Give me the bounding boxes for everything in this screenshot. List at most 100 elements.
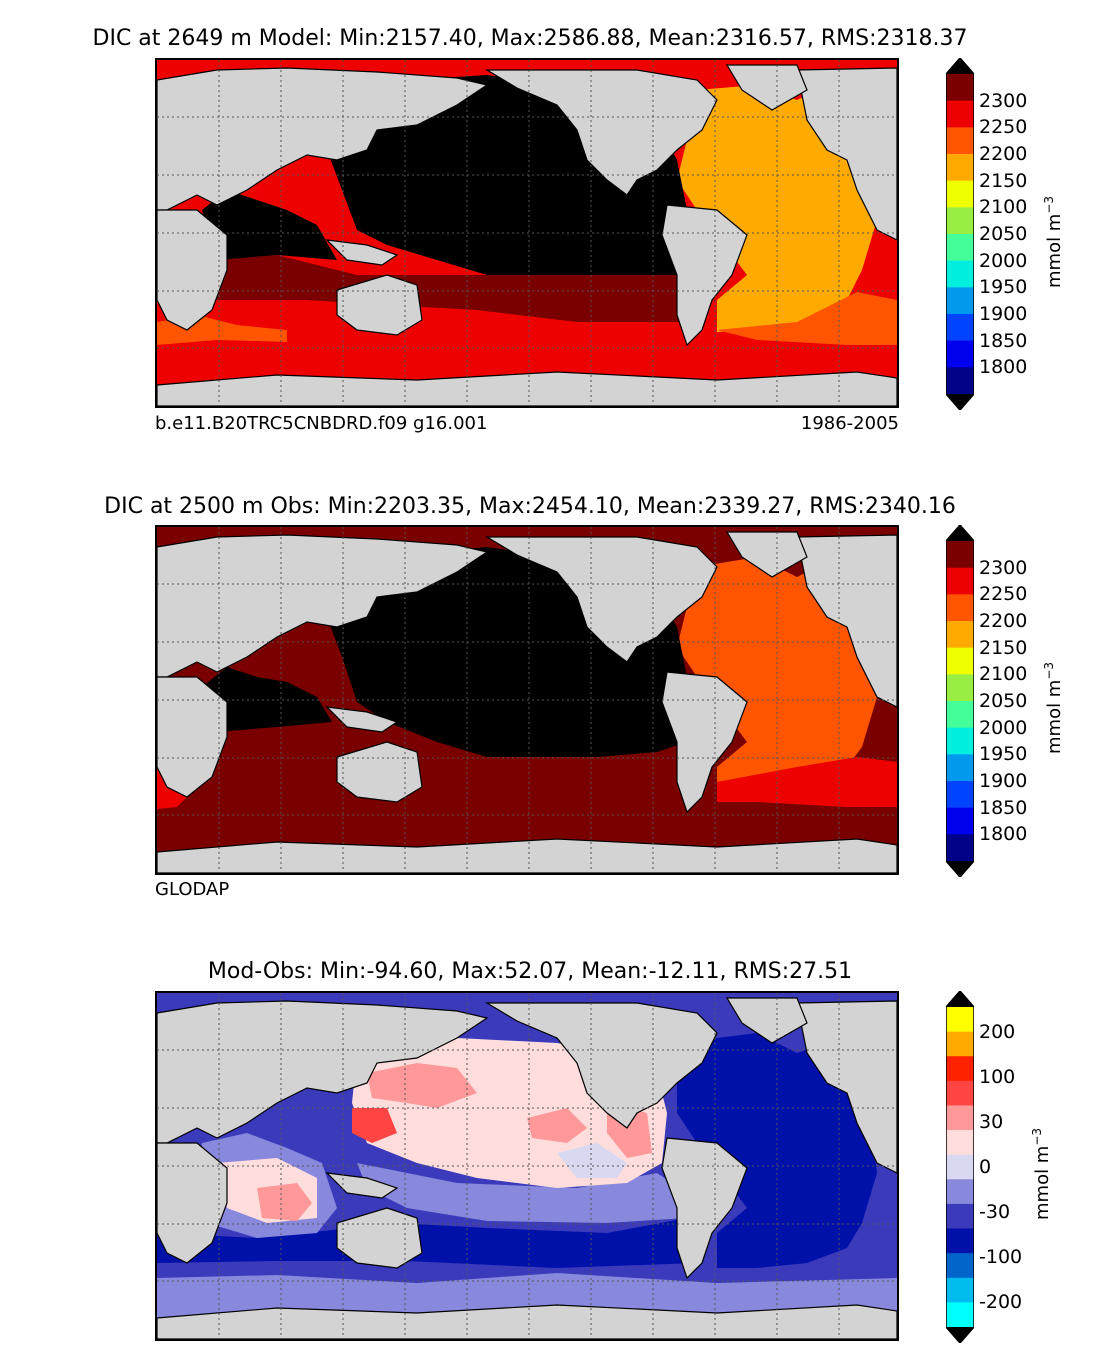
colorbar-segment [946, 154, 974, 182]
footer-model-years: 1986-2005 [800, 413, 899, 434]
land-masses [157, 531, 897, 873]
pacific-blue-margin [357, 1163, 687, 1223]
colorbar-tick-label: 2250 [979, 116, 1028, 139]
map-model-svg [157, 60, 897, 406]
colorbar-segment [946, 207, 974, 235]
panel-title-diff: Mod-Obs: Min:-94.60, Max:52.07, Mean:-12… [207, 959, 853, 984]
land-north-america [484, 536, 718, 663]
colorbar-segment [946, 541, 974, 569]
colorbar-tick-label: 1800 [979, 823, 1028, 846]
land-africa [157, 1142, 228, 1264]
colorbar-segment [946, 314, 974, 342]
land-eurasia [157, 67, 489, 211]
colorbar-tick-label: 2050 [979, 690, 1028, 712]
colorbar-tick-label: 1850 [979, 796, 1028, 819]
colorbar-tick-label: 2200 [979, 143, 1028, 165]
colorbar-extend-max [946, 991, 974, 1007]
colorbar-tick-label: 2050 [979, 223, 1028, 245]
colorbar-segment [946, 1080, 974, 1106]
colorbar-tick-label: 1850 [979, 329, 1028, 352]
south-atlantic-red-field [717, 757, 897, 807]
colorbar-tick-label: 1900 [979, 770, 1028, 792]
land-indonesia [325, 706, 399, 733]
colorbar-tick-label: 2150 [979, 636, 1028, 659]
colorbar-diff: 200 100 30 0 -30 -100 -200 [946, 991, 1022, 1343]
west-pacific-red [352, 1108, 397, 1143]
colorbar-segment [946, 1007, 974, 1033]
land-australia [336, 1207, 423, 1269]
map-diff [155, 991, 899, 1341]
land-antarctica [157, 371, 897, 406]
colorbar-segment [946, 1179, 974, 1205]
colorbar-segment [946, 287, 974, 315]
panel-title-obs: DIC at 2500 m Obs: Min:2203.35, Max:2454… [104, 494, 956, 519]
colorbar-extend-min [946, 1327, 974, 1343]
land-north-america [484, 69, 718, 196]
colorbar-segment [946, 1302, 974, 1328]
land-masses [157, 64, 897, 406]
colorbar-segment [946, 1154, 974, 1180]
land-eurasia [157, 1000, 489, 1144]
colorbar-tick-label: 100 [979, 1065, 1016, 1088]
colorbar-tick-label: -100 [979, 1246, 1023, 1269]
colorbar-tick-label: 2250 [979, 583, 1028, 606]
colorbar-tick-label: 1950 [979, 743, 1028, 766]
colorbar-segment [946, 127, 974, 155]
colorbar-svg [946, 58, 974, 410]
colorbar-tick-label: 1800 [979, 356, 1028, 379]
colorbar-tick-label: 0 [979, 1156, 992, 1178]
panel-title-model: DIC at 2649 m Model: Min:2157.40, Max:25… [92, 26, 968, 51]
colorbar-segment [946, 834, 974, 862]
graticule [157, 60, 897, 406]
map-obs-svg [157, 527, 897, 873]
land-europe-east [796, 1000, 897, 1174]
land-south-america [661, 1137, 748, 1280]
land-eurasia [157, 534, 489, 678]
colorbar-segment [946, 340, 974, 368]
colorbar-tick-label: 2000 [979, 716, 1028, 739]
colorbar-segment [946, 74, 974, 102]
land-greenland [725, 997, 808, 1044]
colorbar-model-label: mmol m−3 [1042, 195, 1065, 288]
land-indonesia [325, 1172, 399, 1199]
colorbar-extend-max [946, 525, 974, 541]
colorbar-segment [946, 1130, 974, 1156]
colorbar-tick-label: 2300 [979, 89, 1028, 112]
colorbar-model: 2300 2250 2200 2150 2100 2050 2000 1950 1900 1850… [946, 58, 1027, 410]
land-north-america [484, 1002, 718, 1129]
south-atlantic-deep-blue [157, 1218, 697, 1268]
colorbar-tick-label: 2300 [979, 556, 1028, 579]
colorbar-segment [946, 1253, 974, 1279]
indian-black-field [202, 190, 337, 260]
land-south-america [661, 204, 748, 347]
land-europe-east [796, 534, 897, 708]
colorbar-segment [946, 701, 974, 729]
north-atlantic-field [677, 1033, 877, 1268]
land-antarctica [157, 838, 897, 873]
colorbar-segment [946, 621, 974, 649]
colorbar-tick-label: 200 [979, 1020, 1016, 1043]
land-australia [336, 741, 423, 803]
pacific-dark-red-band [197, 255, 687, 322]
colorbar-segment [946, 367, 974, 395]
land-antarctica [157, 1304, 897, 1339]
colorbar-tick-label: -30 [979, 1201, 1011, 1224]
land-south-america [661, 671, 748, 814]
colorbar-segment [946, 807, 974, 835]
pacific-lavender-patch [557, 1143, 627, 1178]
land-indonesia [325, 239, 399, 266]
colorbar-tick-label: 1900 [979, 303, 1028, 325]
footer-obs-source: GLODAP [155, 879, 230, 900]
land-europe-east [796, 67, 897, 241]
colorbar-segment [946, 594, 974, 622]
colorbar-segment [946, 567, 974, 595]
map-obs [155, 525, 899, 875]
colorbar-segment [946, 754, 974, 782]
land-africa [157, 209, 228, 331]
colorbar-segment [946, 781, 974, 809]
colorbar-svg [946, 991, 974, 1343]
colorbar-obs: 2300 2250 2200 2150 2100 2050 2000 1950 1900 1850… [946, 525, 1027, 877]
pacific-red-patch-central [527, 1108, 587, 1143]
colorbar-segment [946, 1056, 974, 1082]
south-atlantic-red-field [717, 292, 897, 345]
